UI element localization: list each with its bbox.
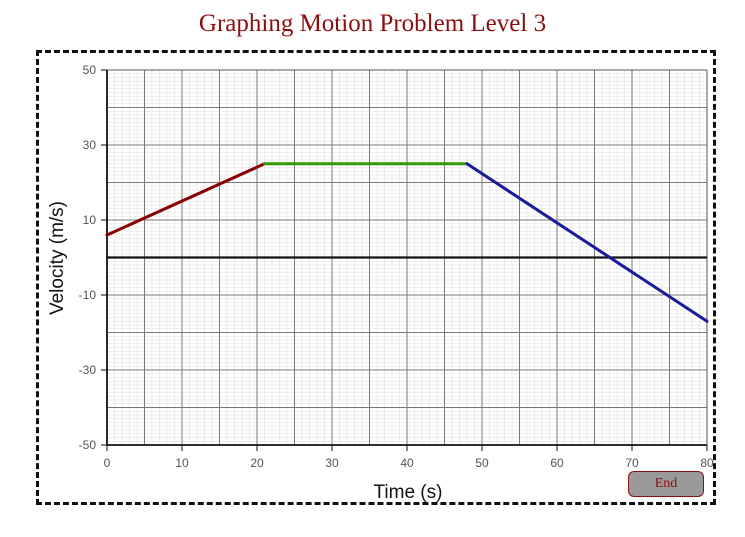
x-tick-label: 0 — [104, 456, 111, 470]
y-tick-label: -30 — [79, 363, 97, 377]
x-tick-label: 70 — [625, 456, 639, 470]
x-tick-label: 20 — [250, 456, 264, 470]
y-axis-label: Velocity (m/s) — [47, 201, 68, 315]
page-title: Graphing Motion Problem Level 3 — [198, 10, 547, 37]
motion-segment-3 — [465, 162, 709, 323]
y-tick-label: 50 — [83, 63, 97, 77]
x-tick-label: 40 — [400, 456, 414, 470]
y-tick-label: -50 — [79, 438, 97, 452]
x-tick-label: 50 — [475, 456, 489, 470]
x-tick-label: 60 — [550, 456, 564, 470]
graph-frame — [36, 50, 716, 505]
y-tick-label: 30 — [83, 138, 97, 152]
y-tick-label: 10 — [83, 213, 97, 227]
x-tick-label: 10 — [175, 456, 189, 470]
x-tick-label: 80 — [700, 456, 714, 470]
x-tick-label: 30 — [325, 456, 339, 470]
x-axis-label: Time (s) — [374, 482, 443, 503]
motion-segment-1 — [105, 162, 266, 237]
end-button[interactable]: End — [628, 471, 704, 497]
y-tick-label: -10 — [79, 288, 97, 302]
